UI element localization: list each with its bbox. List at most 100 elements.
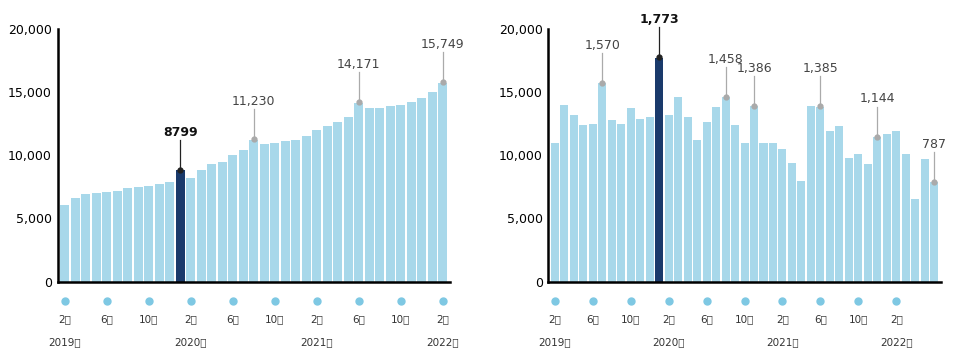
Bar: [826, 131, 834, 282]
Bar: [301, 136, 311, 282]
Text: 10월: 10월: [265, 314, 284, 325]
Text: 1,773: 1,773: [639, 13, 679, 26]
Bar: [312, 130, 322, 282]
Bar: [816, 106, 825, 282]
Text: 1,458: 1,458: [708, 53, 743, 66]
Bar: [636, 118, 644, 282]
Text: 8799: 8799: [163, 126, 198, 139]
Bar: [845, 158, 852, 282]
Bar: [921, 159, 928, 282]
Bar: [323, 126, 332, 282]
Bar: [740, 143, 749, 282]
Bar: [883, 134, 891, 282]
Bar: [134, 187, 143, 282]
Bar: [722, 97, 730, 282]
Bar: [407, 102, 416, 282]
Bar: [228, 155, 237, 282]
Bar: [561, 105, 568, 282]
Bar: [598, 83, 607, 282]
Text: 2022년: 2022년: [880, 337, 913, 347]
Bar: [92, 193, 101, 282]
Bar: [854, 154, 862, 282]
Bar: [124, 188, 132, 282]
Bar: [911, 199, 920, 282]
Bar: [207, 164, 216, 282]
Text: 2월: 2월: [548, 314, 562, 325]
Text: 1,570: 1,570: [585, 39, 620, 52]
Bar: [731, 125, 739, 282]
Bar: [60, 204, 69, 282]
Bar: [579, 125, 588, 282]
Bar: [892, 131, 900, 282]
Bar: [333, 122, 343, 282]
Bar: [806, 106, 815, 282]
Text: 6월: 6월: [587, 314, 599, 325]
Bar: [218, 162, 227, 282]
Bar: [375, 108, 384, 282]
Text: 2021년: 2021년: [766, 337, 799, 347]
Text: 15,749: 15,749: [421, 38, 465, 51]
Bar: [712, 107, 720, 282]
Bar: [365, 108, 373, 282]
Text: 10월: 10월: [621, 314, 640, 325]
Text: 6월: 6월: [352, 314, 365, 325]
Text: 6월: 6월: [227, 314, 239, 325]
Bar: [684, 117, 691, 282]
Text: 6월: 6월: [814, 314, 827, 325]
Bar: [779, 149, 786, 282]
Text: 2월: 2월: [310, 314, 324, 325]
Bar: [260, 144, 269, 282]
Bar: [674, 97, 683, 282]
Text: 2020년: 2020년: [653, 337, 684, 347]
Text: 2021년: 2021년: [300, 337, 333, 347]
Bar: [664, 115, 673, 282]
Bar: [588, 123, 597, 282]
Bar: [176, 170, 185, 282]
Bar: [439, 83, 447, 282]
Bar: [271, 143, 279, 282]
Bar: [551, 143, 559, 282]
Text: 1,386: 1,386: [736, 62, 772, 75]
Bar: [197, 170, 205, 282]
Text: 10월: 10월: [849, 314, 868, 325]
Bar: [396, 105, 405, 282]
Bar: [292, 140, 300, 282]
Bar: [144, 186, 154, 282]
Bar: [655, 57, 663, 282]
Bar: [82, 194, 90, 282]
Bar: [627, 108, 635, 282]
Bar: [835, 126, 844, 282]
Bar: [250, 140, 258, 282]
Bar: [386, 106, 395, 282]
Bar: [428, 92, 437, 282]
Text: 10월: 10월: [391, 314, 411, 325]
Bar: [418, 98, 426, 282]
Text: 787: 787: [923, 138, 947, 151]
Bar: [759, 143, 768, 282]
Bar: [930, 182, 938, 282]
Bar: [113, 191, 122, 282]
Bar: [646, 117, 654, 282]
Text: 2월: 2월: [59, 314, 71, 325]
Bar: [165, 182, 175, 282]
Text: 2020년: 2020년: [175, 337, 207, 347]
Bar: [703, 122, 710, 282]
Text: 14,171: 14,171: [337, 58, 380, 71]
Bar: [617, 123, 625, 282]
Bar: [798, 180, 805, 282]
Bar: [239, 150, 248, 282]
Text: 2019년: 2019년: [49, 337, 82, 347]
Text: 10월: 10월: [139, 314, 158, 325]
Bar: [186, 178, 195, 282]
Text: 6월: 6월: [101, 314, 113, 325]
Bar: [769, 143, 777, 282]
Bar: [901, 154, 910, 282]
Text: 10월: 10월: [734, 314, 755, 325]
Text: 1,144: 1,144: [859, 92, 895, 105]
Text: 2월: 2월: [662, 314, 675, 325]
Bar: [608, 120, 615, 282]
Text: 2월: 2월: [890, 314, 902, 325]
Text: 2월: 2월: [437, 314, 449, 325]
Bar: [103, 192, 111, 282]
Bar: [281, 141, 290, 282]
